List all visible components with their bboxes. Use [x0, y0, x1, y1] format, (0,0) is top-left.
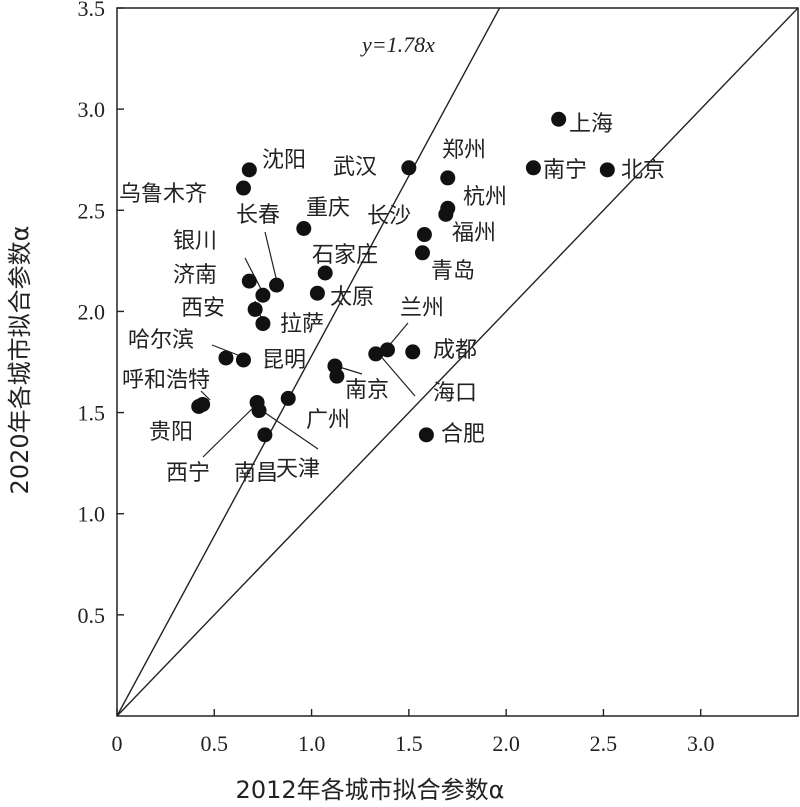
point-label: 贵阳: [149, 420, 193, 445]
point-label: 济南: [173, 263, 217, 288]
point-label: 广州: [306, 408, 350, 433]
point-label: 青岛: [431, 259, 475, 284]
point-label: 重庆: [306, 196, 350, 221]
data-point: [269, 277, 285, 293]
x-tick-label: 2.5: [590, 731, 618, 756]
reference-lines: [117, 8, 798, 716]
point-label: 拉萨: [280, 312, 324, 337]
point-label: 上海: [569, 112, 613, 137]
data-point: [255, 316, 271, 332]
data-points: [191, 111, 615, 443]
point-label: 合肥: [441, 422, 485, 447]
data-point: [251, 403, 267, 419]
y-tick-label: 3.0: [78, 97, 106, 122]
point-label: 长春: [236, 203, 280, 228]
point-label: 武汉: [333, 155, 377, 180]
data-point: [368, 346, 384, 362]
point-label: 沈阳: [262, 148, 306, 173]
point-label: 长沙: [367, 204, 411, 229]
leader-line: [260, 409, 319, 450]
data-point: [551, 111, 567, 127]
point-label: 西安: [181, 296, 225, 321]
point-label: 太原: [330, 285, 374, 310]
point-label: 昆明: [262, 348, 306, 373]
point-label: 南京: [345, 378, 389, 403]
point-label: 呼和浩特: [122, 368, 210, 393]
data-point: [416, 227, 432, 243]
data-point: [440, 170, 456, 186]
data-point: [414, 245, 430, 261]
point-label: 石家庄: [312, 243, 378, 268]
data-point: [405, 344, 421, 360]
point-label: 海口: [433, 381, 477, 406]
x-tick-label: 3.0: [687, 731, 715, 756]
point-label: 银川: [173, 229, 217, 254]
data-point: [191, 399, 207, 415]
leader-line: [200, 390, 211, 401]
point-label: 成都: [433, 338, 477, 363]
y-tick-label: 1.5: [78, 401, 106, 426]
leader-line: [264, 231, 278, 283]
leader-line: [377, 352, 416, 397]
data-point: [255, 287, 271, 303]
point-label: 杭州: [463, 185, 507, 210]
data-point: [599, 162, 615, 178]
reference-line-slope-1: [117, 8, 798, 716]
x-tick-label: 1.0: [298, 731, 326, 756]
x-tick-label: 0.5: [201, 731, 229, 756]
point-label: 北京: [621, 158, 665, 183]
plot-frame: [116, 7, 799, 717]
data-point: [247, 301, 263, 317]
x-tick-label: 1.5: [395, 731, 423, 756]
x-axis-title: 2012年各城市拟合参数α: [236, 776, 505, 804]
y-tick-label: 1.0: [78, 502, 106, 527]
data-point: [438, 206, 454, 222]
reference-line-slope-1.78: [117, 8, 501, 716]
point-label: 郑州: [442, 138, 486, 163]
leader-line: [202, 402, 259, 458]
data-point: [241, 162, 257, 178]
line-label: y=1.78x: [360, 32, 435, 57]
point-label: 哈尔滨: [128, 328, 194, 353]
point-label: 天津: [276, 457, 320, 482]
y-tick-label: 0.5: [78, 603, 106, 628]
data-point: [401, 160, 417, 176]
data-point: [218, 350, 234, 366]
leader-line: [244, 257, 263, 292]
data-point: [257, 427, 273, 443]
y-tick-label: 3.5: [78, 0, 106, 21]
x-tick-label: 0: [112, 731, 123, 756]
point-label: 福州: [452, 221, 496, 246]
point-label: 南宁: [543, 158, 587, 183]
point-label: 西宁: [166, 461, 210, 486]
data-point: [418, 427, 434, 443]
data-point: [296, 220, 312, 236]
point-label: 乌鲁木齐: [119, 182, 207, 207]
point-label: 兰州: [400, 296, 444, 321]
x-tick-label: 2.0: [492, 731, 520, 756]
data-point: [309, 285, 325, 301]
y-tick-label: 2.5: [78, 198, 106, 223]
data-point: [329, 368, 345, 384]
y-axis-title: 2020年各城市拟合参数α: [6, 226, 34, 495]
point-label: 南昌: [234, 461, 278, 486]
data-point: [235, 180, 251, 196]
y-tick-label: 2.0: [78, 299, 106, 324]
data-point: [235, 352, 251, 368]
data-point: [317, 265, 333, 281]
axis-ticks: 0 0.5 1.0 1.5 2.0 2.5 3.0 0.5 1.0 1.5 2.0 2.5 3.0 3.5: [78, 0, 715, 756]
data-point: [241, 273, 257, 289]
data-point: [280, 390, 296, 406]
data-point: [525, 160, 541, 176]
data-point: [379, 342, 395, 358]
